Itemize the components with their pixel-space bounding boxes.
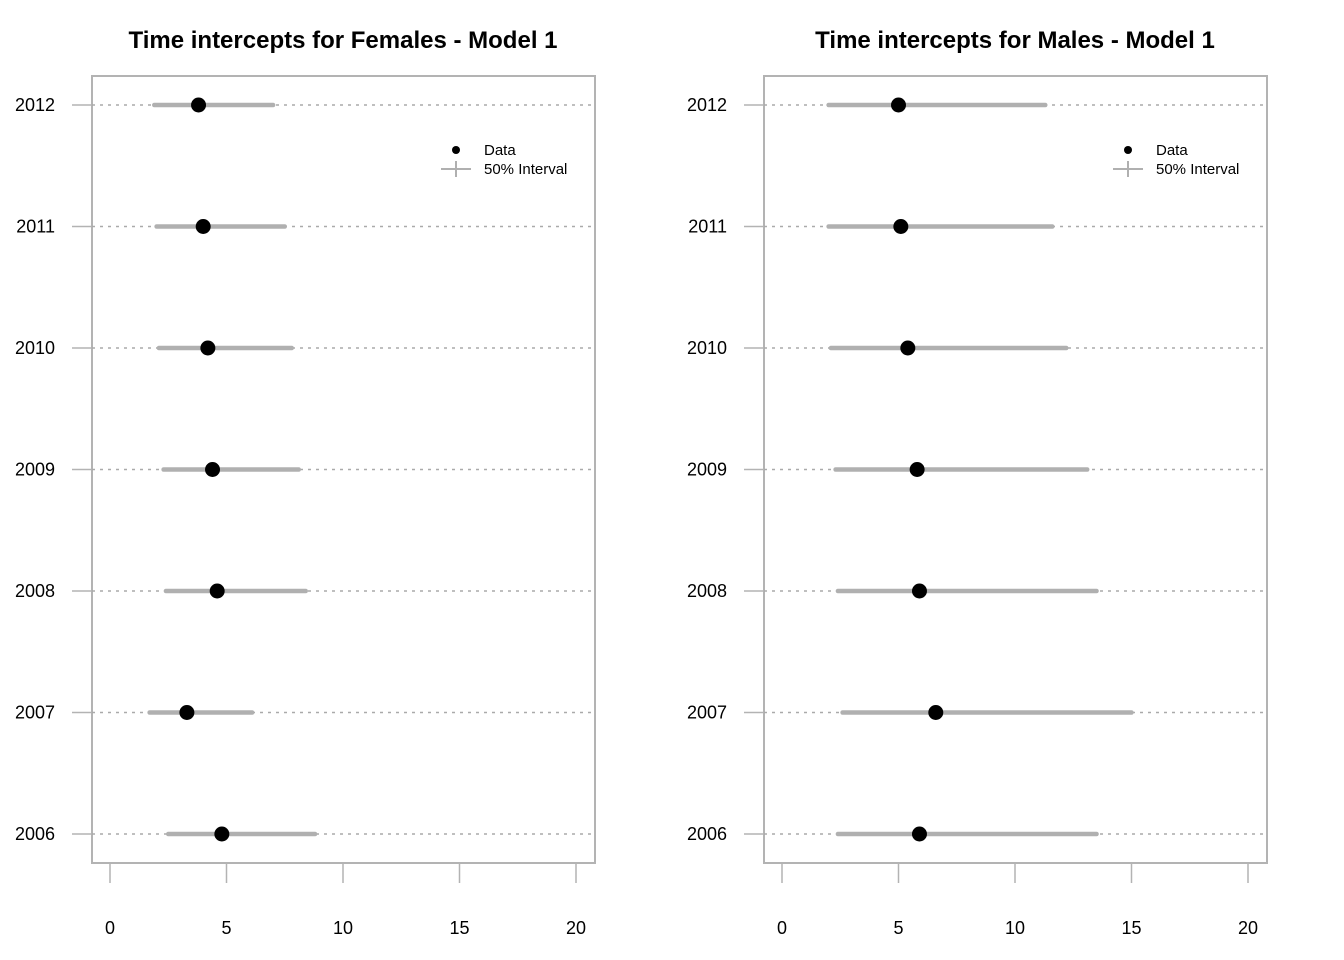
females-x-tick-label: 0 xyxy=(105,918,115,938)
males-y-tick-label: 2008 xyxy=(687,581,727,601)
males-y-tick-label: 2010 xyxy=(687,338,727,358)
females-data-point xyxy=(209,583,225,599)
males-data-point xyxy=(911,583,927,599)
legend-data-marker xyxy=(452,146,460,154)
females-chart-title: Time intercepts for Females - Model 1 xyxy=(128,27,557,54)
females-panel: Time intercepts for Females - Model 1 0 5… xyxy=(15,27,596,938)
males-data-point xyxy=(911,826,927,842)
males-data-point xyxy=(900,340,916,356)
males-data-point xyxy=(928,705,944,720)
females-x-tick-label: 10 xyxy=(333,918,353,938)
males-y-tick-label: 2011 xyxy=(688,217,727,237)
females-data-point xyxy=(214,826,230,842)
males-x-tick-label: 0 xyxy=(777,918,787,938)
females-y-tick-label: 2010 xyxy=(15,338,55,358)
females-y-tick-label: 2009 xyxy=(15,460,55,480)
females-y-tick-label: 2012 xyxy=(15,95,55,115)
females-y-tick-label: 2008 xyxy=(15,581,55,601)
females-y-tick-label: 2007 xyxy=(15,703,55,723)
males-data-point xyxy=(909,462,925,477)
females-data-point xyxy=(191,97,207,113)
females-x-tick-label: 15 xyxy=(449,918,469,938)
females-data-point xyxy=(205,462,221,477)
males-y-tick-label: 2012 xyxy=(687,95,727,115)
legend-data-label: Data xyxy=(484,142,516,159)
males-data-point xyxy=(893,219,909,234)
females-legend: Data 50% Interval xyxy=(441,142,567,178)
males-x-tick-label: 15 xyxy=(1121,918,1141,938)
females-x-tick-label: 20 xyxy=(566,918,586,938)
females-x-tick-label: 5 xyxy=(221,918,231,938)
females-y-tick-label: 2006 xyxy=(15,824,55,844)
males-x-tick-label: 5 xyxy=(893,918,903,938)
legend-data-marker xyxy=(1124,146,1132,154)
males-y-tick-label: 2007 xyxy=(687,703,727,723)
males-y-tick-label: 2006 xyxy=(687,824,727,844)
males-panel: Time intercepts for Males - Model 1 0 5 10… xyxy=(687,27,1268,938)
females-data-point xyxy=(179,705,195,720)
legend-interval-label: 50% Interval xyxy=(1156,161,1239,178)
males-data-point xyxy=(891,97,906,113)
males-x-tick-label: 20 xyxy=(1238,918,1258,938)
legend-data-label: Data xyxy=(1156,142,1188,159)
females-y-tick-label: 2011 xyxy=(16,217,55,237)
males-y-tick-label: 2009 xyxy=(687,460,727,480)
males-chart-title: Time intercepts for Males - Model 1 xyxy=(815,27,1215,54)
males-x-tick-label: 10 xyxy=(1005,918,1025,938)
females-data-point xyxy=(200,340,216,356)
females-data-point xyxy=(195,219,211,234)
legend-interval-label: 50% Interval xyxy=(484,161,567,178)
males-legend: Data 50% Interval xyxy=(1113,142,1239,178)
